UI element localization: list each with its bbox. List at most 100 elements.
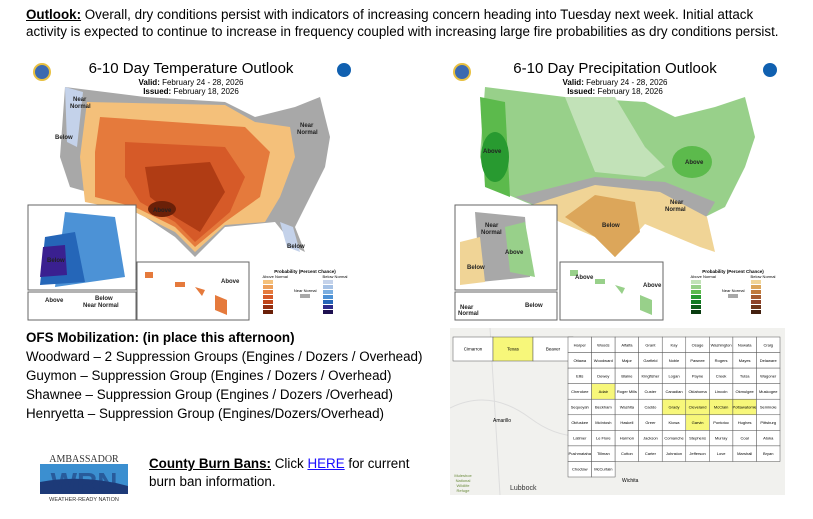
county-murray: Murray: [709, 430, 734, 447]
county-ellis: Ellis: [567, 367, 592, 384]
svg-text:Harper: Harper: [574, 342, 587, 347]
county-pontotoc: Pontotoc: [709, 414, 734, 431]
svg-text:Ottawa: Ottawa: [573, 358, 586, 363]
valid-label: Valid:: [138, 78, 160, 87]
legend-swatch: [690, 295, 701, 299]
county-jefferson: Jefferson: [685, 445, 710, 462]
svg-text:Below: Below: [525, 303, 543, 309]
svg-text:Grant: Grant: [645, 342, 656, 347]
legend-swatch: [750, 295, 761, 299]
svg-text:Ellis: Ellis: [576, 373, 583, 378]
county-canadian: Canadian: [661, 383, 687, 400]
legend-swatch: [750, 285, 761, 289]
legend-swatch: [262, 290, 273, 294]
svg-text:Johnston: Johnston: [666, 451, 682, 456]
svg-text:Pottawatomie: Pottawatomie: [733, 405, 758, 410]
svg-text:Garvin: Garvin: [692, 420, 704, 425]
svg-text:Below: Below: [95, 296, 113, 302]
legend-swatch: [750, 290, 761, 294]
svg-text:Tillman: Tillman: [597, 451, 610, 456]
county-pushmataha: Pushmataha: [567, 445, 592, 462]
svg-text:Normal: Normal: [458, 311, 479, 317]
svg-text:Kiowa: Kiowa: [669, 420, 681, 425]
county-cotton: Cotton: [614, 445, 639, 462]
burn-ban-link[interactable]: HERE: [307, 456, 345, 471]
temperature-outlook-map: 6-10 Day Temperature Outlook Valid: Febr…: [25, 57, 357, 323]
svg-text:Craig: Craig: [763, 342, 773, 347]
valid-dates: February 24 - 28, 2026: [586, 78, 668, 87]
county-dewey: Dewey: [591, 367, 616, 384]
county-garvin: Garvin: [685, 414, 710, 431]
burn-post-text: for current burn ban information.: [149, 456, 410, 489]
commerce-seal-icon: [33, 63, 51, 81]
svg-text:Cotton: Cotton: [621, 451, 633, 456]
city-label-lubbock: Lubbock: [510, 485, 537, 492]
county-atoka: Atoka: [756, 430, 781, 447]
county-mayes: Mayes: [732, 352, 757, 369]
svg-text:Normal: Normal: [481, 230, 502, 236]
svg-text:Normal: Normal: [665, 207, 686, 213]
svg-text:Le Flore: Le Flore: [596, 436, 611, 441]
county-haskell: Haskell: [614, 414, 639, 431]
county-marshall: Marshall: [732, 445, 757, 462]
county-kingfisher: Kingfisher: [638, 367, 663, 384]
svg-text:Caddo: Caddo: [645, 405, 658, 410]
issued-date: February 18, 2026: [597, 87, 663, 96]
county-delaware: Delaware: [756, 352, 781, 369]
county-washington: Washington: [709, 336, 734, 353]
precipitation-map-title: 6-10 Day Precipitation Outlook: [513, 60, 717, 77]
svg-text:Nowata: Nowata: [738, 342, 752, 347]
svg-text:Greer: Greer: [645, 420, 656, 425]
county-pittsburg: Pittsburg: [756, 414, 781, 431]
svg-text:Haskell: Haskell: [620, 420, 633, 425]
county-greer: Greer: [638, 414, 663, 431]
legend-swatch: [750, 305, 761, 309]
county-pottawatomie: Pottawatomie: [733, 398, 758, 416]
county-oklahoma: Oklahoma: [685, 383, 710, 400]
ofs-mobilization: OFS Mobilization: (in place this afterno…: [26, 328, 426, 423]
svg-text:Hughes: Hughes: [738, 420, 752, 425]
legend-title: Probability (Percent Chance): [274, 269, 336, 274]
county-muskogee: Muskogee: [756, 383, 781, 400]
refuge-label: Muleshoe National Wildlife Refuge: [454, 473, 472, 493]
county-woodward: Woodward: [591, 352, 616, 369]
issued-date: February 18, 2026: [173, 87, 239, 96]
ofs-line: Guymon – Suppression Group (Engines / Do…: [26, 368, 392, 383]
svg-text:Canadian: Canadian: [665, 389, 682, 394]
county-garfield: Garfield: [638, 352, 663, 369]
ofs-heading: OFS Mobilization: (in place this afterno…: [26, 330, 295, 345]
county-caddo: Caddo: [638, 398, 663, 416]
legend-swatch: [322, 285, 333, 289]
county-adair: Adair: [591, 383, 616, 400]
county-le-flore: Le Flore: [591, 430, 616, 447]
svg-text:Rogers: Rogers: [715, 358, 728, 363]
county-comanche: Comanche: [661, 430, 687, 447]
legend-near-label: Near Normal: [293, 288, 317, 293]
ofs-line: Woodward – 2 Suppression Groups (Engines…: [26, 349, 423, 364]
svg-text:Delaware: Delaware: [760, 358, 778, 363]
legend-swatch: [262, 305, 273, 309]
county-sequoyah: Sequoyah: [567, 398, 592, 416]
svg-text:Okfuskee: Okfuskee: [571, 420, 589, 425]
svg-text:Normal: Normal: [297, 130, 318, 136]
svg-text:Below: Below: [287, 244, 305, 250]
svg-text:Coal: Coal: [741, 436, 749, 441]
outlook-text: Overall, dry conditions persist with ind…: [26, 7, 779, 39]
county-harper: Harper: [567, 336, 592, 353]
svg-text:Alfalfa: Alfalfa: [621, 342, 633, 347]
legend-swatch: [690, 305, 701, 309]
svg-text:Above: Above: [643, 283, 662, 289]
legend-swatch: [262, 310, 273, 314]
legend-swatch: [728, 294, 739, 298]
svg-text:Beaver: Beaver: [546, 347, 561, 352]
svg-text:McIntosh: McIntosh: [595, 420, 611, 425]
svg-text:Lincoln: Lincoln: [715, 389, 728, 394]
county-grid: Cimarron Texas Beaver Harper Woods Alfalfa Gra…: [450, 328, 781, 495]
county-hughes: Hughes: [732, 414, 757, 431]
svg-text:Tulsa: Tulsa: [740, 373, 750, 378]
svg-text:Washington: Washington: [711, 342, 732, 347]
county-tillman: Tillman: [591, 445, 616, 462]
svg-text:Jackson: Jackson: [643, 436, 658, 441]
svg-text:McClain: McClain: [714, 405, 728, 410]
svg-text:Near: Near: [670, 200, 684, 206]
